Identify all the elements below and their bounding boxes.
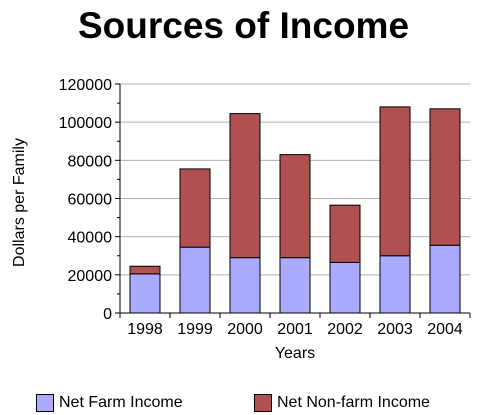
y-tick-label: 60000	[68, 192, 113, 209]
y-tick-label: 20000	[68, 268, 113, 285]
legend-label-net-non-farm-income: Net Non-farm Income	[277, 394, 430, 411]
bar-net-farm-income-1998	[129, 273, 161, 314]
bar-net-farm-income-2000	[229, 257, 261, 314]
y-tick-label: 120000	[59, 77, 112, 94]
bar-net-non-farm-income-2000	[229, 113, 261, 259]
x-tick-label: 2002	[327, 321, 363, 338]
x-tick-label: 2004	[427, 321, 463, 338]
x-tick-label: 1998	[127, 321, 163, 338]
y-tick-label: 40000	[68, 230, 113, 247]
legend-item-net-non-farm-income: Net Non-farm Income	[254, 392, 430, 414]
legend-swatch-net-non-farm-income	[254, 394, 272, 412]
bar-net-non-farm-income-2002	[329, 204, 361, 263]
x-axis-title: Years	[275, 345, 315, 362]
bar-net-farm-income-2004	[429, 244, 461, 314]
bar-net-farm-income-1999	[179, 246, 211, 314]
bar-net-non-farm-income-1998	[129, 265, 161, 275]
y-tick-label: 0	[103, 306, 112, 323]
y-tick-label: 100000	[59, 115, 112, 132]
x-tick-label: 1999	[177, 321, 213, 338]
legend-swatch-net-farm-income	[36, 394, 54, 412]
y-tick-label: 80000	[68, 153, 113, 170]
bar-net-farm-income-2002	[329, 261, 361, 314]
x-tick-label: 2001	[277, 321, 313, 338]
bar-net-farm-income-2001	[279, 257, 311, 314]
chart-plot: 0 20000 40000 60000 80000 100000 120000 1998 199…	[11, 77, 471, 362]
y-axis-title: Dollars per Family	[11, 138, 28, 267]
bar-net-non-farm-income-1999	[179, 168, 211, 248]
bar-net-farm-income-2003	[379, 255, 411, 314]
x-tick-label: 2003	[377, 321, 413, 338]
chart-title: Sources of Income	[77, 5, 410, 46]
legend-item-net-farm-income: Net Farm Income	[36, 392, 183, 414]
bar-net-non-farm-income-2001	[279, 154, 311, 259]
bar-net-non-farm-income-2003	[379, 106, 411, 257]
legend-label-net-farm-income: Net Farm Income	[59, 394, 183, 411]
bar-net-non-farm-income-2004	[429, 108, 461, 246]
x-tick-label: 2000	[227, 321, 263, 338]
